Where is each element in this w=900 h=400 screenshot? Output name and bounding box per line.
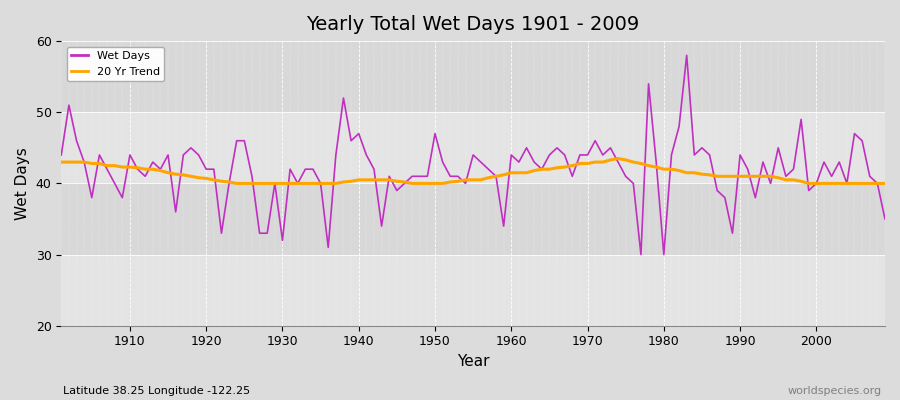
Text: Latitude 38.25 Longitude -122.25: Latitude 38.25 Longitude -122.25 (63, 386, 250, 396)
Legend: Wet Days, 20 Yr Trend: Wet Days, 20 Yr Trend (67, 47, 165, 81)
X-axis label: Year: Year (457, 354, 490, 369)
Bar (61, 41, 885, 112)
Bar (61, 184, 885, 254)
Bar (61, 254, 885, 326)
Title: Yearly Total Wet Days 1901 - 2009: Yearly Total Wet Days 1901 - 2009 (307, 15, 640, 34)
Y-axis label: Wet Days: Wet Days (15, 147, 30, 220)
Bar (61, 112, 885, 184)
Text: worldspecies.org: worldspecies.org (788, 386, 882, 396)
